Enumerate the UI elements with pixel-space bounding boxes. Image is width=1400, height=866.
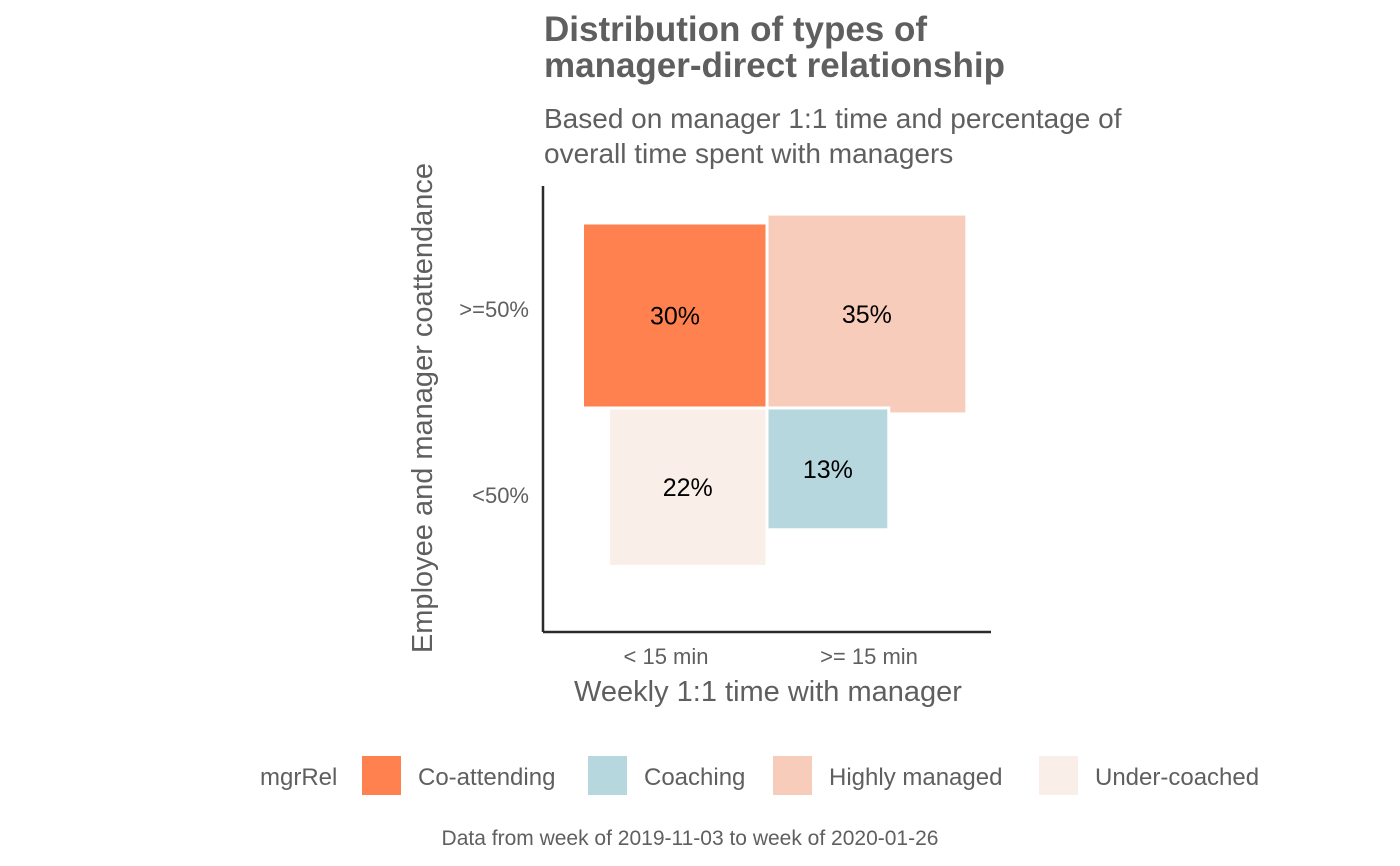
tile-under-coached xyxy=(607,406,769,568)
chart-title: Distribution of types of manager-direct r… xyxy=(544,10,1005,85)
x-axis-title: Weekly 1:1 time with manager xyxy=(574,676,962,708)
chart-subtitle: Based on manager 1:1 time and percentage… xyxy=(544,103,1122,169)
tile-highly-managed xyxy=(765,212,969,416)
legend-key-highly-managed xyxy=(773,756,812,795)
y-tick-label: <50% xyxy=(472,483,529,508)
legend-title: mgrRel xyxy=(260,764,337,791)
legend-key-co-attending xyxy=(362,756,401,795)
tile-coaching xyxy=(765,406,891,532)
chart-caption: Data from week of 2019-11-03 to week of … xyxy=(442,827,939,850)
x-tick-label: >= 15 min xyxy=(820,644,918,669)
legend: mgrRel Co-attending Coaching Highly manage… xyxy=(260,756,1259,795)
data-label-co-attending: 30% xyxy=(650,303,700,331)
tiles-layer xyxy=(581,212,969,568)
data-label-under-coached: 22% xyxy=(663,474,713,502)
legend-label-under-coached: Under-coached xyxy=(1095,764,1259,791)
legend-key-under-coached xyxy=(1039,756,1078,795)
legend-key-coaching xyxy=(588,756,627,795)
data-label-coaching: 13% xyxy=(803,456,853,484)
y-tick-labels: >=50% <50% xyxy=(459,297,529,508)
x-tick-labels: < 15 min >= 15 min xyxy=(624,644,918,669)
legend-label-co-attending: Co-attending xyxy=(418,764,555,791)
y-tick-label: >=50% xyxy=(459,297,529,322)
y-axis-title: Employee and manager coattendance xyxy=(407,163,439,653)
x-tick-label: < 15 min xyxy=(624,644,709,669)
legend-label-highly-managed: Highly managed xyxy=(829,764,1002,791)
tile-co-attending xyxy=(581,221,769,410)
data-labels-layer: 30% 35% 22% 13% xyxy=(650,301,892,502)
data-label-highly-managed: 35% xyxy=(842,301,892,329)
legend-label-coaching: Coaching xyxy=(644,764,745,791)
